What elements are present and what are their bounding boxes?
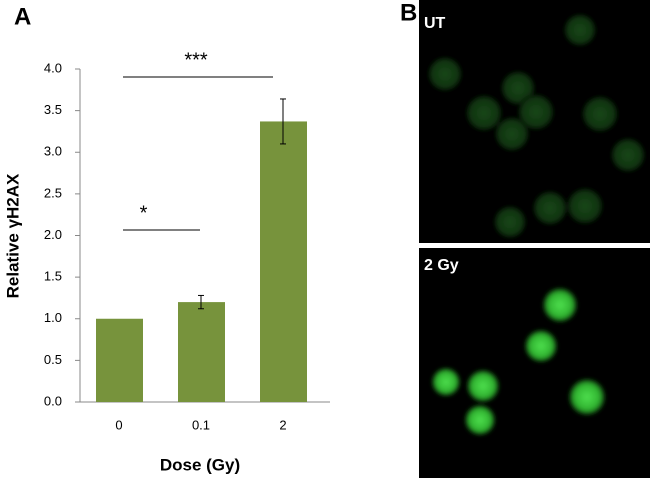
y-tick-label: 3.0 — [44, 144, 62, 159]
microscopy-image — [419, 0, 650, 478]
significance-label: * — [140, 202, 148, 224]
y-tick-label: 4.0 — [44, 60, 62, 75]
panel-label: A — [14, 3, 31, 30]
y-tick-label: 2.0 — [44, 227, 62, 242]
image-label: 2 Gy — [424, 257, 459, 274]
bar — [260, 121, 307, 402]
x-axis-label: Dose (Gy) — [160, 455, 240, 474]
y-tick-label: 1.5 — [44, 269, 62, 284]
x-tick-label: 2 — [279, 417, 286, 432]
y-tick-label: 0.0 — [44, 393, 62, 408]
x-tick-label: 0.1 — [192, 417, 210, 432]
bar — [96, 318, 143, 402]
error-bar — [198, 294, 204, 310]
y-tick-label: 0.5 — [44, 352, 62, 367]
panel-label: B — [400, 0, 417, 26]
y-tick-label: 2.5 — [44, 185, 62, 200]
y-axis-label: Relative γH2AX — [3, 173, 22, 298]
x-tick-label: 0 — [115, 417, 122, 432]
bar — [178, 302, 225, 402]
error-bar — [280, 98, 286, 145]
significance-label: *** — [184, 49, 208, 71]
y-tick-label: 3.5 — [44, 102, 62, 117]
image-label: UT — [424, 15, 446, 32]
y-tick-label: 1.0 — [44, 310, 62, 325]
